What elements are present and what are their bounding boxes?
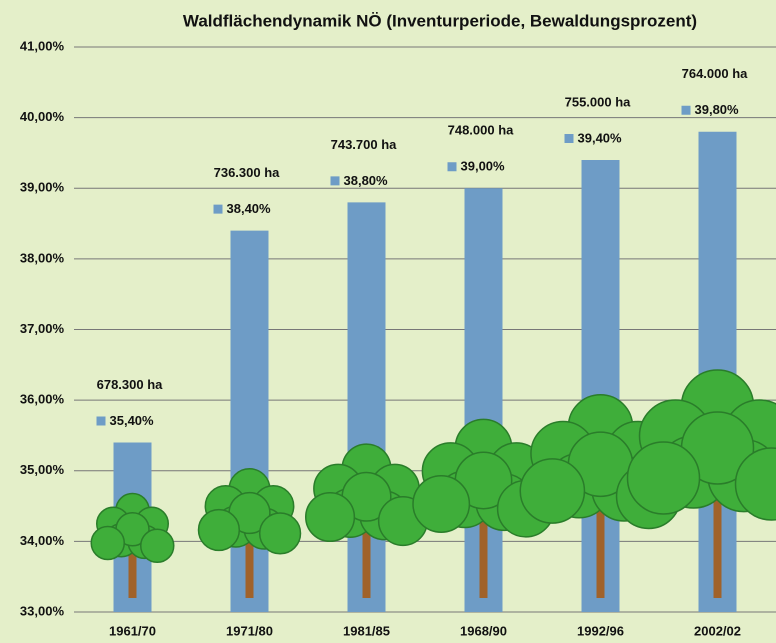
value-label: 39,40% [578,130,623,145]
tree-crown [306,493,355,542]
label-key [682,106,691,115]
area-label: 755.000 ha [565,94,632,109]
label-key [214,205,223,214]
tree-crown [628,442,700,514]
area-label: 748.000 ha [448,123,515,138]
x-tick-label: 1992/96 [577,623,624,638]
x-tick-label: 1968/90 [460,623,507,638]
label-key [97,417,106,426]
value-label: 38,40% [227,201,272,216]
value-label: 38,80% [344,173,389,188]
tree-crown [141,529,174,562]
label-key [331,176,340,185]
x-tick-label: 1981/85 [343,623,390,638]
y-tick-label: 37,00% [20,321,65,336]
label-key [565,134,574,143]
y-tick-label: 41,00% [20,38,65,53]
area-label: 764.000 ha [682,66,749,81]
tree-crown [520,459,584,523]
y-tick-label: 33,00% [20,603,65,618]
value-label: 35,40% [110,413,155,428]
area-label: 743.700 ha [331,137,398,152]
label-key [448,162,457,171]
chart: Waldflächendynamik NÖ (Inventurperiode, … [0,0,776,643]
area-label: 736.300 ha [214,165,281,180]
y-tick-label: 39,00% [20,180,65,195]
tree-crown [260,513,301,554]
tree-crown [199,510,240,551]
tree-crown [413,476,469,532]
y-tick-label: 38,00% [20,250,65,265]
y-tick-label: 35,00% [20,462,65,477]
chart-title: Waldflächendynamik NÖ (Inventurperiode, … [183,11,697,30]
value-label: 39,00% [461,159,506,174]
x-tick-label: 2002/02 [694,623,741,638]
value-label: 39,80% [695,102,740,117]
x-tick-label: 1961/70 [109,623,156,638]
y-tick-label: 34,00% [20,533,65,548]
x-tick-label: 1971/80 [226,623,273,638]
y-tick-label: 40,00% [20,109,65,124]
y-tick-label: 36,00% [20,392,65,407]
area-label: 678.300 ha [97,377,164,392]
tree-crown [91,527,124,560]
